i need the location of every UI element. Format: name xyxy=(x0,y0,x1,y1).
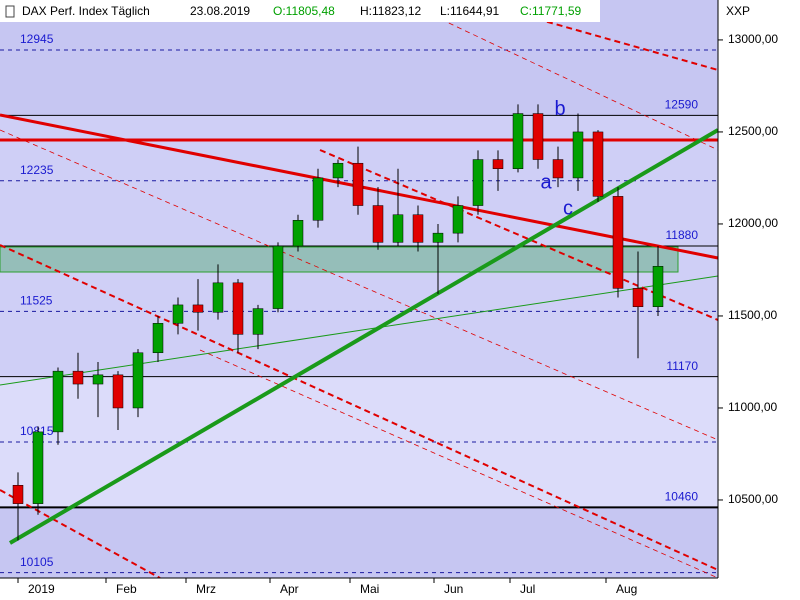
candle-body xyxy=(12,485,24,504)
header-bg xyxy=(0,0,600,22)
candle-body xyxy=(632,288,644,308)
candle-body xyxy=(392,214,404,243)
candle-body xyxy=(572,131,584,179)
y-tick-label: 12500,00 xyxy=(728,124,778,138)
header-high: H:11823,12 xyxy=(360,4,421,18)
candle-body xyxy=(92,374,104,385)
candle-body xyxy=(172,304,184,324)
candle-body xyxy=(352,162,364,206)
x-tick-label: Apr xyxy=(280,582,299,596)
candle-body xyxy=(532,113,544,160)
trend-line xyxy=(0,489,161,579)
candle-body xyxy=(232,282,244,335)
plot-background xyxy=(0,0,718,578)
x-tick-label: 2019 xyxy=(28,582,55,596)
candle-body xyxy=(72,370,84,385)
header-title: DAX Perf. Index Täglich xyxy=(22,4,150,18)
level-label: 12235 xyxy=(20,163,54,177)
trend-line xyxy=(0,129,719,441)
candle-body xyxy=(652,266,664,308)
candles xyxy=(12,104,664,541)
trend-line xyxy=(0,275,719,386)
candle-body xyxy=(212,282,224,313)
trend-line xyxy=(199,349,719,579)
candle-body xyxy=(612,196,624,289)
level-label: 10460 xyxy=(665,490,699,504)
candle-body xyxy=(452,205,464,234)
y-tick-label: 10500,00 xyxy=(728,492,778,506)
level-label: 12945 xyxy=(20,32,54,46)
y-tick-label: 11000,00 xyxy=(728,400,777,414)
candle-body xyxy=(132,352,144,409)
trend-line xyxy=(399,0,719,151)
y-tick-label: 13000,00 xyxy=(728,32,778,46)
annotation: c xyxy=(563,198,573,220)
level-label: 11170 xyxy=(666,359,698,373)
header-close: C:11771,59 xyxy=(520,4,581,18)
candle-body xyxy=(552,159,564,179)
x-tick-label: Jul xyxy=(520,582,535,596)
level-label: 12590 xyxy=(665,98,699,112)
axis-label: XXP xyxy=(726,4,750,18)
candle-body xyxy=(312,177,324,221)
header-date: 23.08.2019 xyxy=(190,4,250,18)
trend-lines xyxy=(0,0,720,579)
y-tick-label: 11500,00 xyxy=(728,308,777,322)
x-tick-label: Aug xyxy=(616,582,637,596)
levels: 12945 12590 12235 11880 11525 11170 10815 10460… xyxy=(0,32,718,574)
x-tick-label: Mrz xyxy=(196,582,216,596)
x-tick-label: Feb xyxy=(116,582,137,596)
trend-line xyxy=(8,128,720,545)
candle-body xyxy=(412,214,424,243)
level-label: 11880 xyxy=(666,228,699,242)
candle-body xyxy=(332,162,344,179)
trend-line xyxy=(319,149,719,321)
level-label: 11525 xyxy=(20,294,53,308)
x-axis-area xyxy=(0,578,800,600)
candle-body xyxy=(32,431,44,504)
candle-body xyxy=(372,205,384,243)
candle-body xyxy=(192,304,204,313)
y-tick-label: 12000,00 xyxy=(728,216,778,230)
annotation: a xyxy=(540,172,552,194)
x-tick-label: Mai xyxy=(360,582,379,596)
level-label: 10815 xyxy=(20,424,54,438)
candle-body xyxy=(292,220,304,247)
annotation: b xyxy=(554,98,565,120)
trend-line xyxy=(0,244,719,571)
x-tick-label: Jun xyxy=(444,582,463,596)
y-axis-area xyxy=(718,0,800,600)
candle-body xyxy=(52,370,64,433)
candle-body xyxy=(252,308,264,335)
candle-body xyxy=(492,159,504,169)
candle-body xyxy=(472,159,484,206)
candle-body xyxy=(432,232,444,243)
header-low: L:11644,91 xyxy=(440,4,499,18)
candle-body xyxy=(152,323,164,354)
candle-body xyxy=(112,374,124,409)
candle-body xyxy=(592,131,604,197)
header-open: O:11805,48 xyxy=(273,4,335,18)
candle-body xyxy=(512,113,524,169)
zone-box xyxy=(0,246,679,273)
header-icon xyxy=(5,5,15,18)
level-label: 10105 xyxy=(20,555,54,569)
candle-body xyxy=(272,245,284,309)
